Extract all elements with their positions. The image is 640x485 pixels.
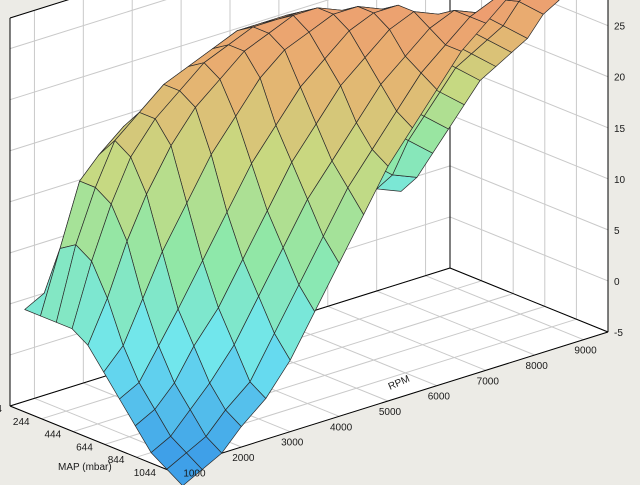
map-axis-label: MAP (mbar) (58, 462, 112, 473)
side-wall-gridline (543, 0, 609, 27)
box-edge (449, 267, 609, 333)
side-wall (450, 0, 608, 332)
rpm-tick-label: 3000 (281, 438, 304, 449)
z-tick-label: 20 (614, 73, 626, 84)
rpm-tick-label: 2000 (232, 453, 255, 464)
surface-cell (166, 452, 203, 485)
rpm-tick-label: 6000 (428, 392, 451, 403)
floor-gridline (376, 290, 535, 356)
box-edge (167, 331, 609, 471)
surface-cell (501, 0, 522, 2)
z-tick-label: 25 (614, 22, 626, 33)
map-tick-label: 644 (76, 442, 93, 453)
rpm-tick-label: 1000 (183, 468, 206, 479)
map-tick-label: 444 (45, 430, 62, 441)
z-tick-label: 0 (614, 277, 620, 288)
rpm-tick-label: 5000 (379, 407, 402, 418)
z-tick-label: -5 (614, 328, 623, 339)
surface-cell (518, 0, 560, 15)
z-tick-label: 10 (614, 175, 626, 186)
floor-gridline (327, 305, 486, 371)
surface-layer (24, 0, 560, 485)
side-wall-gridline (449, 114, 609, 180)
z-tick-label: 15 (614, 124, 626, 135)
z-tick-label: 5 (614, 226, 620, 237)
box-edge (9, 405, 169, 471)
map-tick-label: 844 (108, 455, 125, 466)
rpm-tick-label: 7000 (477, 376, 500, 387)
map-tick-label: 1044 (134, 468, 157, 479)
floor-gridline (278, 321, 438, 387)
tick-layer: -505101520253010002000300040005000600070… (0, 22, 626, 480)
map-tick-label: 244 (13, 417, 30, 428)
side-wall-gridline (449, 165, 609, 231)
rpm-tick-label: 4000 (330, 422, 353, 433)
rpm-tick-label: 8000 (526, 361, 549, 372)
rpm-tick-label: 9000 (574, 346, 597, 357)
back-wall-gridline (9, 0, 330, 101)
side-wall-gridline (449, 216, 609, 282)
map-tick-label: 44 (0, 404, 2, 415)
back-wall-gridline (9, 0, 167, 50)
floor-gridline (425, 275, 584, 341)
